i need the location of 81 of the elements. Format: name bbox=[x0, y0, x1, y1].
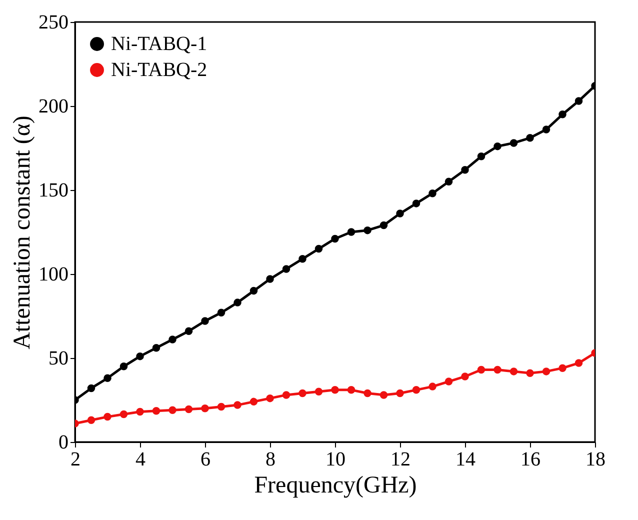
point bbox=[168, 336, 176, 344]
point bbox=[396, 210, 404, 218]
point bbox=[298, 389, 306, 398]
y-tick-label: 250 bbox=[38, 12, 68, 34]
point bbox=[510, 368, 518, 376]
x-tick-label: 4 bbox=[136, 448, 146, 470]
x-tick-label: 18 bbox=[586, 448, 606, 470]
point bbox=[477, 366, 486, 374]
point bbox=[444, 178, 453, 186]
point bbox=[558, 110, 566, 118]
point bbox=[444, 378, 453, 386]
point bbox=[201, 404, 209, 412]
point bbox=[104, 412, 112, 421]
point bbox=[104, 374, 112, 382]
point bbox=[380, 391, 388, 399]
x-tick-label: 8 bbox=[266, 448, 276, 470]
point bbox=[136, 408, 144, 416]
point bbox=[396, 389, 404, 398]
point bbox=[314, 244, 323, 253]
point bbox=[234, 298, 242, 306]
point bbox=[298, 255, 306, 263]
point bbox=[494, 142, 502, 150]
point bbox=[266, 275, 274, 283]
point bbox=[217, 308, 226, 317]
point bbox=[428, 382, 436, 390]
point bbox=[412, 200, 420, 208]
point bbox=[526, 369, 534, 377]
y-tick-label: 100 bbox=[38, 264, 68, 286]
x-tick-label: 14 bbox=[456, 448, 476, 470]
point bbox=[120, 362, 128, 370]
point bbox=[461, 166, 469, 174]
x-tick-label: 6 bbox=[200, 448, 210, 470]
point bbox=[184, 405, 193, 414]
point bbox=[168, 406, 176, 414]
legend-label: Ni-TABQ-2 bbox=[111, 59, 208, 81]
point bbox=[282, 391, 290, 399]
x-tick-label: 16 bbox=[520, 448, 540, 470]
point bbox=[428, 189, 436, 198]
point bbox=[347, 228, 356, 236]
y-tick-label: 200 bbox=[38, 96, 68, 118]
point bbox=[266, 394, 274, 402]
point bbox=[152, 344, 160, 352]
point bbox=[461, 372, 469, 380]
point bbox=[282, 265, 290, 273]
point bbox=[184, 327, 193, 335]
y-tick-label: 50 bbox=[48, 348, 68, 370]
y-tick-label: 150 bbox=[38, 180, 68, 202]
y-axis-title: Attenuation constant (α) bbox=[10, 116, 36, 350]
point bbox=[542, 368, 550, 376]
point bbox=[574, 359, 583, 367]
point bbox=[314, 388, 323, 396]
point bbox=[510, 139, 518, 147]
point bbox=[201, 317, 209, 325]
point bbox=[364, 226, 372, 234]
point bbox=[412, 386, 420, 394]
y-tick-label: 0 bbox=[58, 432, 68, 454]
point bbox=[526, 134, 534, 142]
point bbox=[380, 221, 388, 230]
x-tick-label: 12 bbox=[390, 448, 410, 470]
point bbox=[558, 364, 566, 372]
point bbox=[217, 402, 226, 411]
point bbox=[477, 152, 486, 160]
point bbox=[250, 286, 258, 295]
point bbox=[234, 401, 242, 409]
point bbox=[152, 407, 160, 415]
point bbox=[347, 386, 356, 394]
point bbox=[331, 234, 339, 243]
point bbox=[542, 126, 550, 134]
x-tick-label: 10 bbox=[326, 448, 346, 470]
point bbox=[136, 352, 144, 360]
point bbox=[250, 398, 258, 406]
point bbox=[574, 97, 583, 105]
point bbox=[331, 386, 339, 394]
x-axis-title: Frequency(GHz) bbox=[254, 472, 417, 498]
point bbox=[120, 410, 128, 418]
point bbox=[87, 384, 96, 392]
legend-label: Ni-TABQ-1 bbox=[111, 33, 208, 55]
point bbox=[364, 389, 372, 398]
point bbox=[494, 366, 502, 374]
x-tick-label: 2 bbox=[70, 448, 80, 470]
point bbox=[87, 416, 96, 424]
